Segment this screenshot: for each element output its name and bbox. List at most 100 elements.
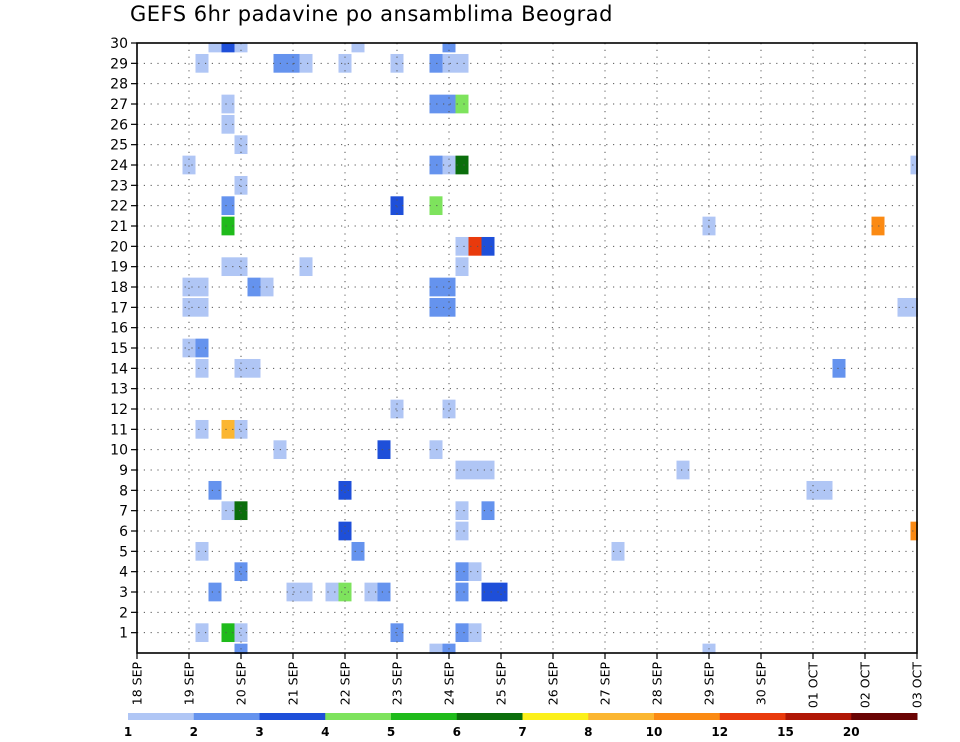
heat-cell [221,623,235,643]
y-tick-label: 30 [110,36,128,52]
heat-cell [234,135,248,155]
colorbar-label: 3 [255,725,263,739]
colorbar-segment [128,713,195,720]
heat-cell [182,338,196,358]
heat-cell [806,480,820,500]
heat-cell [221,257,235,277]
colorbar-segment [259,713,326,720]
heat-cell [364,582,378,602]
heat-cell [455,562,469,582]
y-tick-label: 3 [119,585,128,601]
colorbar-segment [588,713,655,720]
colorbar-label: 5 [387,725,395,739]
y-tick-label: 9 [119,463,128,479]
colorbar-label: 10 [646,725,663,739]
heat-cell [221,196,235,216]
x-tick-label: 01 OCT [806,662,821,708]
heat-cell [234,43,248,53]
heat-cell [338,582,352,602]
x-tick-label: 02 OCT [858,662,873,708]
heat-cell [429,440,443,460]
heat-cell [819,480,833,500]
heat-cell [442,399,456,419]
heat-cell [195,53,209,73]
heat-cell [247,277,261,297]
heat-cell [468,623,482,643]
heat-cell [234,501,248,521]
y-tick-label: 8 [119,483,128,499]
heat-cell [299,257,313,277]
heat-cell [338,53,352,73]
heat-cell [234,562,248,582]
heat-cell [208,480,222,500]
heat-cell [390,399,404,419]
heat-cell [442,53,456,73]
heat-cell [195,419,209,439]
heat-cell [286,53,300,73]
colorbar-label: 7 [518,725,526,739]
y-tick-label: 24 [110,158,128,174]
y-tick-label: 23 [110,178,128,194]
heat-cell [468,562,482,582]
heat-cell [325,582,339,602]
heat-cell [455,501,469,521]
heat-cell [455,623,469,643]
x-tick-label: 30 SEP [754,662,769,706]
heat-cell [195,277,209,297]
heat-cell [897,297,911,317]
colorbar-label: 8 [584,725,592,739]
y-tick-label: 16 [110,321,128,337]
x-tick-label: 28 SEP [650,662,665,706]
colorbar-label: 4 [321,725,329,739]
colorbar-segment [193,713,260,720]
y-tick-label: 18 [110,280,128,296]
heat-cell [182,155,196,175]
heat-cell [481,582,495,602]
heat-cell [377,582,391,602]
heat-cell [910,521,918,541]
heat-cell [455,94,469,114]
heat-cell [195,623,209,643]
x-tick-label: 18 SEP [130,662,145,706]
colorbar-segment [719,713,786,720]
heat-cell [429,94,443,114]
y-tick-label: 15 [110,341,128,357]
heat-cell [455,257,469,277]
heat-cell [429,53,443,73]
heat-cell [832,358,846,378]
heat-cell [377,440,391,460]
heat-cell [390,196,404,216]
heat-cell [234,358,248,378]
heat-cell [481,501,495,521]
x-tick-label: 26 SEP [546,662,561,706]
heat-cell [299,53,313,73]
heat-cell [221,501,235,521]
heat-cell [468,460,482,480]
y-tick-label: 10 [110,443,128,459]
data-cells [182,43,918,654]
y-tick-label: 22 [110,199,128,215]
heat-cell [208,43,222,53]
heat-cell [429,643,443,654]
y-tick-label: 19 [110,260,128,276]
heat-cell [442,277,456,297]
x-tick-label: 25 SEP [494,662,509,706]
heat-cell [442,43,456,53]
heat-cell [429,196,443,216]
heat-cell [429,297,443,317]
heat-cell [208,582,222,602]
axes: 1234567891011121314151617181920212223242… [110,36,924,708]
colorbar-segment [391,713,458,720]
heat-cell [234,257,248,277]
colorbar-segment [654,713,721,720]
y-tick-label: 21 [110,219,128,235]
colorbar-label: 6 [453,725,461,739]
heat-cell [286,582,300,602]
heat-cell [455,582,469,602]
heat-cell [221,419,235,439]
heat-cell [299,582,313,602]
heat-cell [221,114,235,134]
x-tick-label: 27 SEP [598,662,613,706]
heat-cell [221,43,235,53]
